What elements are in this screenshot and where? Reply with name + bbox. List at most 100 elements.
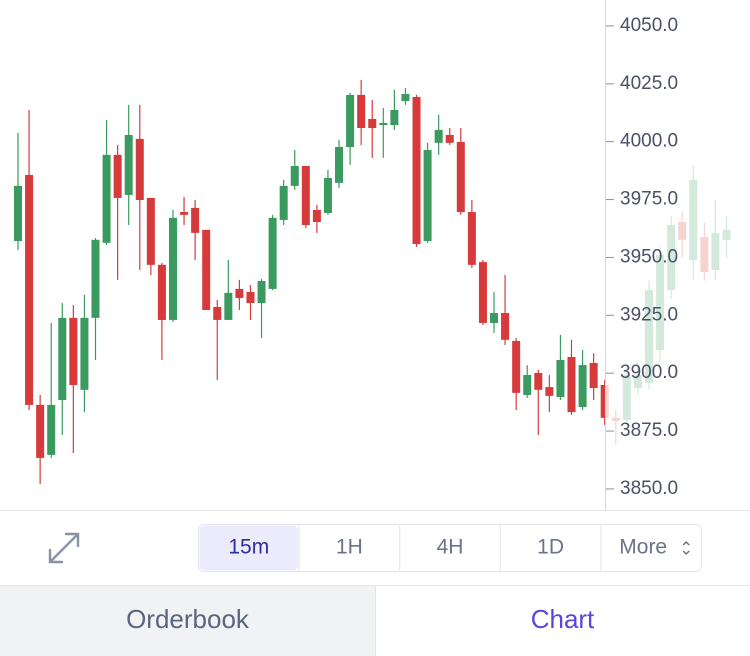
candle-body bbox=[512, 341, 521, 393]
candle-body bbox=[412, 96, 421, 245]
timeframe-button[interactable]: 4H bbox=[399, 525, 464, 571]
candle bbox=[69, 304, 78, 454]
y-tick-label: 4025.0 bbox=[620, 73, 678, 94]
candle-body bbox=[478, 262, 487, 323]
candle-body bbox=[390, 109, 399, 126]
timeframe-label: 15m bbox=[228, 536, 269, 559]
candle-body bbox=[335, 147, 344, 183]
y-tick-label: 4050.0 bbox=[620, 15, 678, 36]
candle bbox=[290, 150, 299, 190]
candle-body bbox=[434, 129, 443, 143]
candle-body bbox=[600, 384, 609, 418]
y-tick-label: 3875.0 bbox=[620, 420, 678, 441]
candle-body bbox=[501, 312, 510, 340]
candle bbox=[346, 92, 355, 165]
candle bbox=[578, 350, 587, 410]
candle bbox=[335, 139, 344, 188]
candle bbox=[202, 229, 211, 310]
candle bbox=[135, 104, 144, 270]
candle-body bbox=[290, 165, 299, 186]
candle bbox=[323, 169, 332, 215]
candle-body bbox=[323, 178, 332, 213]
candle bbox=[600, 379, 609, 426]
candle-body bbox=[58, 317, 67, 401]
y-tick-label: 4000.0 bbox=[620, 131, 678, 152]
candle-body bbox=[534, 372, 543, 390]
candle bbox=[14, 132, 22, 251]
candle-body bbox=[80, 317, 89, 390]
candle-body bbox=[202, 229, 211, 310]
timeframe-label: 1H bbox=[336, 536, 363, 559]
candle bbox=[80, 294, 89, 413]
candle-body bbox=[246, 291, 255, 304]
candle-body bbox=[14, 185, 22, 241]
candle-body bbox=[589, 362, 598, 388]
candle-body bbox=[567, 356, 576, 413]
timeframe-label: 1D bbox=[537, 536, 564, 559]
tabs: Orderbook Chart bbox=[0, 586, 750, 656]
timeframe-button[interactable]: 15m bbox=[199, 525, 299, 571]
candle-body bbox=[113, 154, 122, 198]
candle bbox=[36, 394, 45, 485]
candle bbox=[390, 89, 399, 130]
y-tick-label: 3950.0 bbox=[620, 246, 678, 267]
candle bbox=[490, 291, 499, 333]
candle bbox=[102, 119, 111, 245]
candle-body bbox=[213, 306, 222, 320]
y-tick-label: 3925.0 bbox=[620, 304, 678, 325]
tab-label: Chart bbox=[531, 604, 595, 634]
tab[interactable]: Chart bbox=[375, 586, 750, 656]
candle bbox=[113, 144, 122, 280]
candle-body bbox=[157, 264, 166, 320]
candle-body bbox=[545, 387, 554, 396]
candle bbox=[368, 100, 377, 158]
y-tick-label: 3850.0 bbox=[620, 478, 678, 499]
timeframes: 15m 1H 4H 1D More bbox=[199, 525, 690, 571]
timeframe-control bbox=[198, 524, 702, 572]
candle bbox=[246, 284, 255, 320]
candle bbox=[534, 369, 543, 435]
tab-label: Orderbook bbox=[126, 604, 250, 634]
candle bbox=[445, 128, 454, 145]
candle bbox=[91, 237, 100, 360]
candle-body bbox=[279, 185, 288, 220]
candle-body bbox=[146, 197, 155, 265]
candle-body bbox=[312, 209, 321, 223]
candle bbox=[268, 214, 277, 291]
plot bbox=[14, 79, 731, 485]
candle bbox=[501, 275, 510, 345]
candle bbox=[401, 87, 410, 105]
timeframe-button[interactable]: 1H bbox=[298, 525, 363, 571]
candle-body bbox=[467, 212, 476, 265]
tab[interactable]: Orderbook bbox=[0, 586, 375, 656]
candle bbox=[456, 128, 465, 215]
candle-body bbox=[578, 365, 587, 407]
candle bbox=[235, 279, 244, 310]
candle bbox=[556, 334, 565, 401]
candle bbox=[279, 179, 288, 226]
candle bbox=[467, 200, 476, 268]
y-tick-label: 3975.0 bbox=[620, 189, 678, 210]
timeframe-label: 4H bbox=[437, 536, 464, 559]
timeframe-label: More bbox=[619, 536, 667, 559]
candle-body bbox=[124, 134, 133, 195]
candle-body bbox=[135, 138, 144, 201]
candle bbox=[567, 339, 576, 416]
expand-button[interactable] bbox=[48, 532, 80, 564]
candle bbox=[357, 79, 366, 145]
price-axis: 3850.0 3875.0 3900.0 3925.0 3950.0 3975.0 4000… bbox=[606, 15, 678, 499]
timeframe-button[interactable]: 1D bbox=[499, 525, 564, 571]
candle-body bbox=[523, 375, 532, 395]
timeframe-button[interactable]: More bbox=[600, 525, 690, 571]
candle bbox=[545, 375, 554, 413]
candle bbox=[124, 104, 133, 226]
candle bbox=[157, 262, 166, 360]
candle-body bbox=[224, 292, 233, 320]
candle-body bbox=[346, 94, 355, 148]
candle-body bbox=[401, 93, 410, 101]
candle-body bbox=[191, 207, 200, 233]
expand-icon bbox=[48, 532, 80, 564]
candle bbox=[213, 300, 222, 380]
candle-body bbox=[180, 212, 189, 215]
